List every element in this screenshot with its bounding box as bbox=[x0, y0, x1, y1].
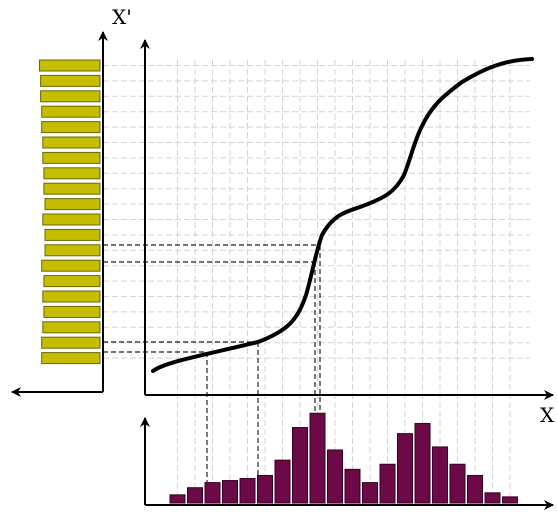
histogram-bar bbox=[379, 463, 396, 504]
histogram-bar bbox=[467, 474, 483, 504]
y-axis-label: X' bbox=[112, 5, 132, 29]
equalized-bar bbox=[43, 305, 101, 318]
equalized-bar bbox=[42, 136, 101, 149]
equalized-bar bbox=[42, 151, 101, 164]
equalized-bar bbox=[40, 90, 101, 103]
cumulative-distribution-curve bbox=[151, 57, 534, 373]
histogram-bar bbox=[397, 433, 413, 504]
histogram-bar bbox=[502, 496, 518, 504]
histogram-bar bbox=[414, 422, 431, 504]
histogram-bar bbox=[327, 449, 343, 504]
equalized-bar bbox=[42, 213, 101, 226]
equalized-bar bbox=[42, 290, 101, 303]
equalized-bar bbox=[41, 121, 101, 134]
bottom-axes bbox=[140, 417, 554, 510]
histogram-bar bbox=[274, 459, 291, 504]
equalized-bar bbox=[39, 59, 101, 72]
equalized-histogram bbox=[39, 59, 101, 365]
equalized-bar bbox=[41, 259, 101, 272]
equalized-bar bbox=[44, 198, 101, 211]
equalized-bar bbox=[44, 244, 101, 257]
input-histogram bbox=[169, 412, 518, 504]
equalized-bar bbox=[43, 167, 101, 180]
highlight-projection-lines bbox=[103, 244, 321, 503]
equalized-bar bbox=[41, 336, 101, 349]
left-axes bbox=[11, 31, 108, 397]
equalized-bar bbox=[43, 275, 101, 288]
histogram-bar bbox=[257, 474, 273, 504]
x-axis-label: X bbox=[540, 403, 555, 427]
equalized-bar bbox=[41, 352, 101, 365]
histogram-bar bbox=[449, 463, 466, 504]
main-axes bbox=[140, 39, 554, 400]
histogram-bar bbox=[204, 482, 221, 504]
projection-lines bbox=[103, 60, 530, 503]
histogram-bar bbox=[187, 487, 203, 504]
histogram-bar bbox=[222, 480, 238, 504]
equalized-bar bbox=[44, 228, 101, 241]
histogram-bar bbox=[309, 412, 326, 504]
histogram-bar bbox=[362, 482, 378, 504]
equalized-bar bbox=[42, 321, 101, 334]
equalized-bar bbox=[40, 74, 101, 87]
equalized-bar bbox=[41, 105, 101, 118]
histogram-bar bbox=[344, 468, 361, 504]
histogram-bar bbox=[484, 492, 501, 504]
equalized-bar bbox=[43, 182, 101, 195]
histogram-bar bbox=[432, 446, 448, 504]
histogram-bar bbox=[169, 494, 186, 504]
histogram-bar bbox=[292, 427, 308, 504]
histogram-bar bbox=[239, 478, 256, 504]
